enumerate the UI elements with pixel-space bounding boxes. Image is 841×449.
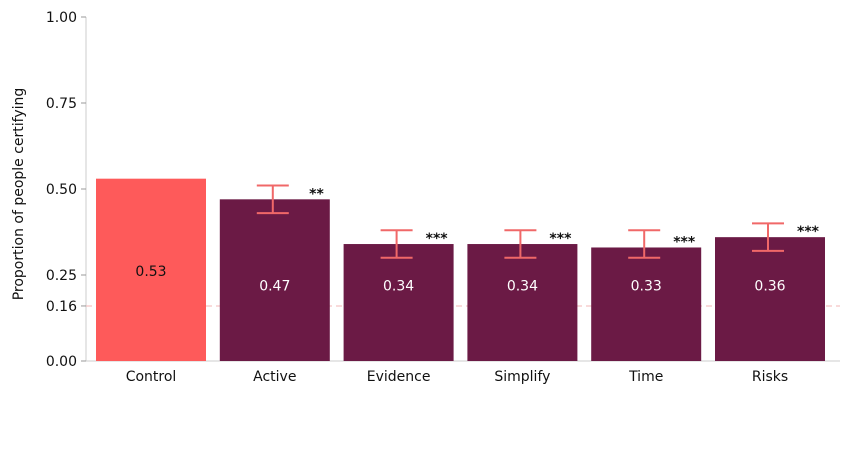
significance-marker: *** (673, 234, 696, 250)
bar-evidence (343, 244, 454, 361)
y-tick-label: 1.00 (46, 10, 77, 26)
bar-value-label: 0.53 (135, 264, 166, 280)
bar-active (219, 199, 330, 361)
y-tick-label: 0.25 (46, 268, 77, 284)
category-label: Risks (752, 369, 788, 385)
y-tick-label: 0.16 (46, 299, 77, 315)
category-label: Time (628, 369, 663, 385)
y-tick-label: 0.50 (46, 182, 77, 198)
bar-control (96, 178, 206, 361)
y-axis-label: Proportion of people certifying (11, 88, 27, 301)
category-label: Evidence (367, 369, 431, 385)
significance-marker: *** (549, 231, 572, 247)
significance-marker: *** (426, 231, 449, 247)
significance-marker: *** (797, 224, 820, 240)
category-label: Active (253, 369, 296, 385)
bar-value-label: 0.33 (631, 278, 662, 294)
category-label: Control (126, 369, 177, 385)
bar-simplify (467, 244, 578, 361)
bar-risks (715, 237, 825, 361)
labels-group: 0.53 Control 0.47 Active ** 0.34 Evidence *** 0.… (126, 186, 820, 385)
bar-value-label: 0.36 (754, 278, 785, 294)
bar-time (591, 247, 702, 361)
axes: 0.00 0.16 0.25 0.50 0.75 1.00 (46, 10, 840, 370)
significance-marker: ** (309, 186, 324, 202)
bars-group (96, 178, 825, 361)
y-tick-label: 0.75 (46, 96, 77, 112)
bar-value-label: 0.47 (259, 278, 290, 294)
bar-value-label: 0.34 (507, 278, 538, 294)
bar-value-label: 0.34 (383, 278, 414, 294)
y-tick-label: 0.00 (46, 354, 77, 370)
category-label: Simplify (494, 369, 550, 385)
